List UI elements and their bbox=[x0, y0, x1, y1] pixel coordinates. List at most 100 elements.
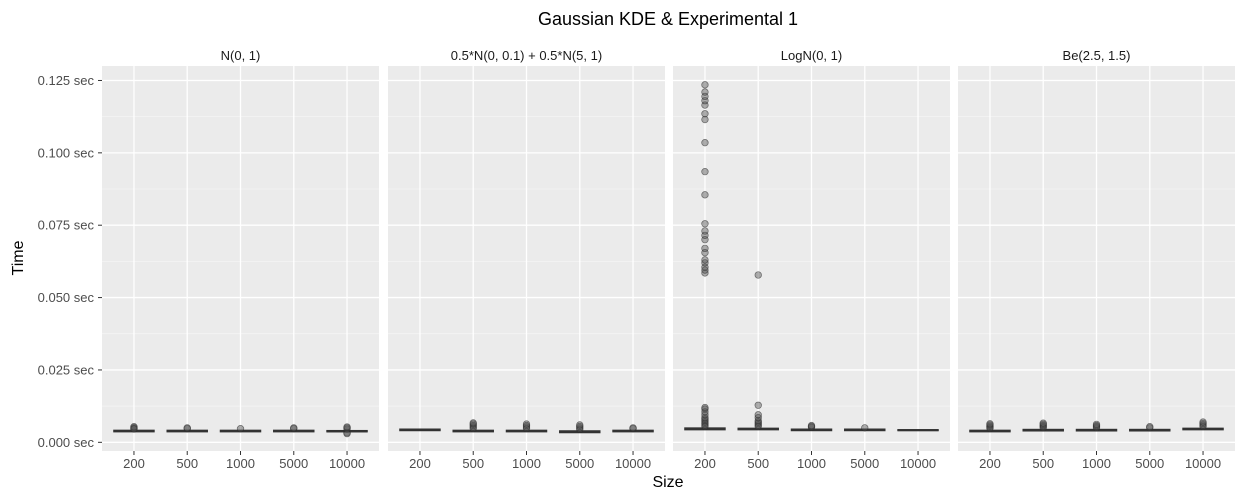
boxplot-10000 bbox=[1182, 418, 1224, 431]
outlier-point bbox=[701, 191, 709, 199]
boxplot-200 bbox=[113, 423, 155, 433]
y-tick-label: 0.100 sec bbox=[38, 145, 95, 160]
boxplot-500 bbox=[1022, 419, 1064, 432]
x-tick-label: 10000 bbox=[900, 456, 936, 471]
boxplot-1000 bbox=[1075, 420, 1118, 432]
outlier-point bbox=[290, 424, 298, 432]
facet-strip-label: N(0, 1) bbox=[221, 48, 261, 63]
facet-strip bbox=[673, 43, 950, 66]
y-tick-label: 0.050 sec bbox=[38, 290, 95, 305]
y-tick-label: 0.075 sec bbox=[38, 218, 95, 233]
outlier-point bbox=[861, 424, 869, 432]
facet-panel: N(0, 1) 200 500 1000 5000 10000 bbox=[102, 43, 379, 471]
boxplot-5000 bbox=[559, 421, 601, 434]
facet-panel: Be(2.5, 1.5) 200 500 1000 5000 10000 bbox=[958, 43, 1235, 471]
outlier-point bbox=[1146, 423, 1154, 431]
x-tick-label: 200 bbox=[409, 456, 431, 471]
outlier-point bbox=[701, 269, 709, 277]
y-tick-label: 0.125 sec bbox=[38, 73, 95, 88]
boxplot-10000 bbox=[326, 423, 368, 438]
boxplot-500 bbox=[737, 271, 779, 431]
outlier-point bbox=[754, 271, 762, 279]
boxplot-200 bbox=[399, 428, 441, 432]
boxplot-500 bbox=[452, 419, 494, 433]
outlier-point bbox=[130, 425, 138, 433]
x-tick-label: 1000 bbox=[226, 456, 255, 471]
outlier-point bbox=[701, 139, 709, 147]
outlier-point bbox=[701, 266, 709, 274]
outlier-point bbox=[754, 411, 762, 419]
outlier-point bbox=[130, 423, 138, 431]
outlier-point bbox=[701, 115, 709, 124]
outlier-point bbox=[754, 401, 762, 409]
outlier-point bbox=[701, 244, 709, 253]
y-tick-label: 0.025 sec bbox=[38, 362, 95, 377]
x-tick-label: 500 bbox=[747, 456, 769, 471]
boxplot-1000 bbox=[790, 421, 833, 432]
boxplot-10000 bbox=[897, 429, 939, 432]
outlier-point bbox=[343, 423, 351, 431]
x-tick-label: 1000 bbox=[797, 456, 826, 471]
facet-strip-label: Be(2.5, 1.5) bbox=[1063, 48, 1131, 63]
outlier-point bbox=[701, 81, 709, 89]
outlier-point bbox=[754, 416, 762, 425]
x-tick-label: 10000 bbox=[615, 456, 651, 471]
x-tick-label: 200 bbox=[979, 456, 1001, 471]
outlier-point bbox=[986, 420, 994, 428]
x-tick-label: 10000 bbox=[329, 456, 365, 471]
outlier-point bbox=[701, 227, 709, 235]
outlier-point bbox=[522, 420, 531, 428]
x-tick-label: 500 bbox=[176, 456, 198, 471]
x-tick-label: 5000 bbox=[850, 456, 879, 471]
boxplot-1000 bbox=[505, 420, 548, 433]
outlier-point bbox=[701, 220, 709, 228]
x-tick-label: 10000 bbox=[1185, 456, 1221, 471]
y-axis-label: Time bbox=[10, 240, 27, 275]
facet-panel: LogN(0, 1) 200 500 1000 5000 10000 bbox=[673, 43, 950, 471]
chart-title: Gaussian KDE & Experimental 1 bbox=[538, 9, 798, 29]
outlier-point bbox=[701, 168, 709, 176]
facet-strip-label: 0.5*N(0, 0.1) + 0.5*N(5, 1) bbox=[451, 48, 602, 63]
facet-panel: 0.5*N(0, 0.1) + 0.5*N(5, 1) 200 500 1000 500… bbox=[388, 43, 665, 471]
outlier-point bbox=[1199, 418, 1207, 426]
boxplot-200 bbox=[684, 81, 726, 431]
boxplot-5000 bbox=[844, 424, 886, 432]
outlier-point bbox=[1039, 419, 1047, 427]
outlier-point bbox=[1092, 420, 1101, 429]
outlier-point bbox=[754, 414, 762, 422]
outlier-point bbox=[629, 424, 637, 432]
outlier-point bbox=[701, 414, 709, 422]
x-tick-label: 1000 bbox=[1082, 456, 1111, 471]
facet-strip bbox=[388, 43, 665, 66]
outlier-point bbox=[469, 419, 477, 427]
facet-strip-label: LogN(0, 1) bbox=[781, 48, 842, 63]
facet-strip bbox=[102, 43, 379, 66]
y-tick-label: 0.000 sec bbox=[38, 435, 95, 450]
x-tick-label: 5000 bbox=[279, 456, 308, 471]
outlier-point bbox=[701, 411, 709, 419]
outlier-point bbox=[576, 421, 584, 429]
boxplot-10000 bbox=[612, 424, 654, 433]
boxplot-5000 bbox=[1129, 423, 1171, 432]
x-tick-label: 500 bbox=[1032, 456, 1054, 471]
outlier-point bbox=[807, 421, 816, 430]
outlier-point bbox=[701, 403, 709, 412]
x-tick-label: 5000 bbox=[565, 456, 594, 471]
outlier-point bbox=[183, 424, 191, 432]
x-axis-label: Size bbox=[652, 474, 683, 491]
boxplot-500 bbox=[166, 424, 208, 433]
x-tick-label: 5000 bbox=[1135, 456, 1164, 471]
boxplot-200 bbox=[969, 420, 1011, 433]
boxplot-5000 bbox=[273, 424, 315, 433]
x-tick-label: 1000 bbox=[512, 456, 541, 471]
y-axis: 0.000 sec 0.025 sec 0.050 sec 0.075 sec 0.10… bbox=[38, 73, 102, 450]
boxplot-1000 bbox=[219, 425, 262, 433]
x-tick-label: 200 bbox=[123, 456, 145, 471]
outlier-point bbox=[701, 259, 709, 267]
outlier-point bbox=[236, 425, 245, 433]
outlier-point bbox=[701, 256, 709, 264]
outlier-point bbox=[701, 88, 709, 96]
x-tick-label: 500 bbox=[462, 456, 484, 471]
